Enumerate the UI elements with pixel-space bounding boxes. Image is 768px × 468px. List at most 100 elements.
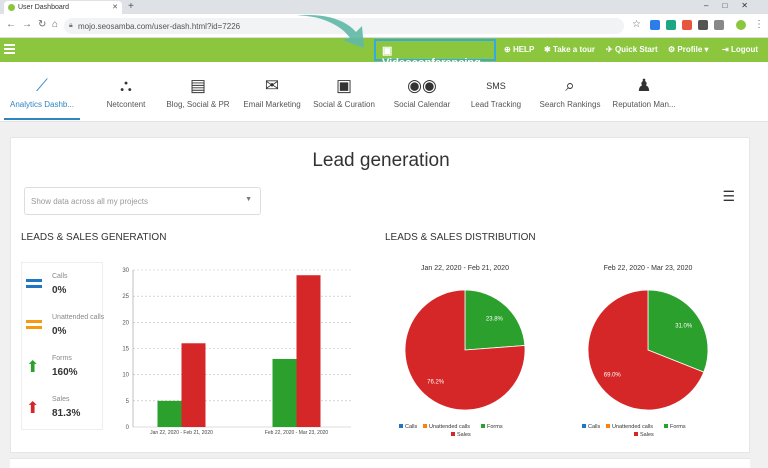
chevron-down-icon: ▼ — [245, 196, 252, 203]
app-top-bar: ▣ Videoconferencing ⊕ HELP ✱ Take a tour… — [0, 15, 768, 69]
browser-tab[interactable]: User Dashboard ✕ — [4, 1, 122, 14]
forward-icon[interactable]: → — [22, 19, 32, 30]
leads-sales-distribution-heading: LEADS & SALES DISTRIBUTION — [385, 232, 536, 243]
legend-label: Sales — [640, 432, 654, 438]
back-icon[interactable]: ← — [6, 19, 16, 30]
kpi-value: 0% — [52, 285, 67, 296]
nav-item-search-rankings[interactable]: ⌕ Search Rankings — [532, 62, 608, 120]
nav-item-sms[interactable]: SMS Lead Tracking — [458, 62, 534, 120]
bar-sales — [181, 343, 206, 427]
nav-item-pr-document[interactable]: ▤ Blog, Social & PR — [160, 62, 236, 120]
y-tick-label: 20 — [122, 320, 129, 326]
legend-label: Sales — [457, 432, 471, 438]
pie-slice-label: 31.0% — [675, 324, 693, 330]
lead-generation-panel: Lead generation Show data across all my … — [10, 137, 750, 453]
profile-label: Profile — [677, 45, 703, 54]
pie-slice-label: 69.0% — [604, 372, 622, 378]
legend-swatch — [664, 424, 668, 428]
nav-item-network[interactable]: ⛬ Netcontent — [88, 62, 164, 120]
legend-label: Calls — [588, 424, 600, 430]
extension-icon[interactable] — [714, 20, 724, 30]
address-bar: ← → ↻ ⌂ 🔒︎ mojo.seosamba.com/user-dash.h… — [0, 14, 768, 38]
videoconferencing-button[interactable]: ▣ Videoconferencing — [374, 39, 496, 69]
nav-item-label: Lead Tracking — [470, 100, 522, 109]
kpi-calls: Calls 0% — [22, 267, 104, 307]
reload-icon[interactable]: ↻ — [38, 19, 47, 30]
export-menu-icon[interactable]: ☰ — [722, 188, 735, 204]
dash-icon — [26, 320, 42, 332]
kpi-label: Sales — [52, 396, 70, 403]
pie-slice-label: 76.2% — [427, 380, 445, 386]
legend-swatch — [399, 424, 403, 428]
legend-swatch — [582, 424, 586, 428]
close-tab-icon[interactable]: ✕ — [112, 4, 118, 11]
chat-icon: ▣ — [382, 45, 393, 57]
nav-item-social-calendar[interactable]: ◉◉ Social Calendar — [384, 62, 460, 120]
extension-icon[interactable] — [650, 20, 660, 30]
legend-swatch — [634, 432, 638, 436]
window-controls[interactable]: –□✕ — [704, 1, 762, 10]
profile-avatar[interactable] — [736, 20, 746, 30]
search-rankings-icon: ⌕ — [565, 76, 575, 95]
extension-icon[interactable] — [666, 20, 676, 30]
dash-icon — [26, 279, 42, 291]
page-title: Lead generation — [312, 150, 450, 171]
extension-icon[interactable] — [698, 20, 708, 30]
nav-item-label: Analytics Dashb... — [9, 100, 75, 109]
project-select-placeholder: Show data across all my projects — [31, 197, 148, 206]
legend-label: Unattended calls — [612, 424, 653, 430]
project-select[interactable]: Show data across all my projects ▼ — [24, 187, 261, 215]
nav-item-label: Blog, Social & PR — [166, 100, 230, 109]
take-tour-label: Take a tour — [552, 45, 596, 54]
highlight-arrow-icon — [294, 15, 364, 48]
nav-item-label: Social Calendar — [393, 100, 451, 109]
kpi-forms: ⬆ Forms 160% — [22, 349, 104, 389]
next-panel-edge — [10, 458, 750, 468]
take-tour-button[interactable]: ✱ Take a tour — [544, 45, 596, 54]
legend-swatch — [481, 424, 485, 428]
kpi-sales: ⬆ Sales 81.3% — [22, 390, 104, 430]
bookmark-star-icon[interactable]: ☆ — [632, 19, 641, 30]
reputation-icon: ♟ — [636, 76, 652, 95]
kpi-label: Unattended calls — [52, 314, 105, 321]
pie-chart-period-1: Jan 22, 2020 - Feb 21, 2020 23.8% 76.2% Cal… — [399, 265, 526, 438]
nav-item-envelope[interactable]: ✉ Email Marketing — [234, 62, 310, 120]
hamburger-menu-icon[interactable] — [4, 44, 15, 56]
y-tick-label: 15 — [122, 347, 129, 353]
profile-button[interactable]: ⚙ Profile ▾ — [668, 45, 709, 54]
help-button[interactable]: ⊕ HELP — [504, 45, 535, 54]
kpi-unattended-calls: Unattended calls 0% — [22, 308, 104, 348]
pie-title: Feb 22, 2020 - Mar 23, 2020 — [604, 265, 693, 272]
sms-icon: SMS — [486, 81, 506, 91]
analytics-icon: ⟋ — [36, 76, 48, 95]
leads-sales-generation-heading: LEADS & SALES GENERATION — [21, 232, 167, 243]
envelope-icon: ✉ — [264, 76, 280, 95]
logout-button[interactable]: ⇥ Logout — [722, 45, 759, 54]
tab-title: User Dashboard — [18, 4, 69, 11]
bar-sales — [296, 275, 321, 427]
home-icon[interactable]: ⌂ — [52, 19, 59, 30]
nav-item-label: Search Rankings — [539, 100, 601, 109]
favicon-icon — [8, 4, 15, 11]
kpi-value: 160% — [52, 367, 78, 378]
url-text: mojo.seosamba.com/user-dash.html?id=7226 — [78, 22, 241, 31]
help-label: HELP — [512, 45, 535, 54]
extension-icon[interactable] — [682, 20, 692, 30]
quick-start-button[interactable]: ✈ Quick Start — [606, 45, 658, 54]
bar-chart: 0 5 10 15 20 25 30 Jan 22, 2020 - Feb 21, 2020 F… — [122, 268, 351, 436]
nav-item-reputation[interactable]: ♟ Reputation Man... — [606, 62, 682, 120]
bar-forms — [272, 358, 297, 427]
network-icon: ⛬ — [120, 76, 132, 95]
legend-label: Unattended calls — [429, 424, 470, 430]
legend-swatch — [606, 424, 610, 428]
legend-label: Forms — [670, 424, 686, 430]
nav-item-curation[interactable]: ▣ Social & Curation — [306, 62, 382, 120]
browser-menu-icon[interactable]: ⋮ — [754, 19, 764, 30]
y-tick-label: 10 — [122, 373, 129, 379]
y-tick-label: 5 — [126, 399, 130, 405]
nav-item-analytics[interactable]: ⟋ Analytics Dashb... — [4, 62, 80, 120]
y-tick-label: 25 — [122, 294, 129, 300]
kpi-summary: Calls 0% Unattended calls 0% ⬆ Forms 160% ⬆ Sale… — [21, 262, 104, 430]
curation-icon: ▣ — [335, 76, 353, 95]
new-tab-icon[interactable]: + — [128, 1, 134, 12]
